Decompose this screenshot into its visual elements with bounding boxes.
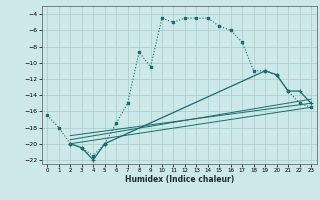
- X-axis label: Humidex (Indice chaleur): Humidex (Indice chaleur): [124, 175, 234, 184]
